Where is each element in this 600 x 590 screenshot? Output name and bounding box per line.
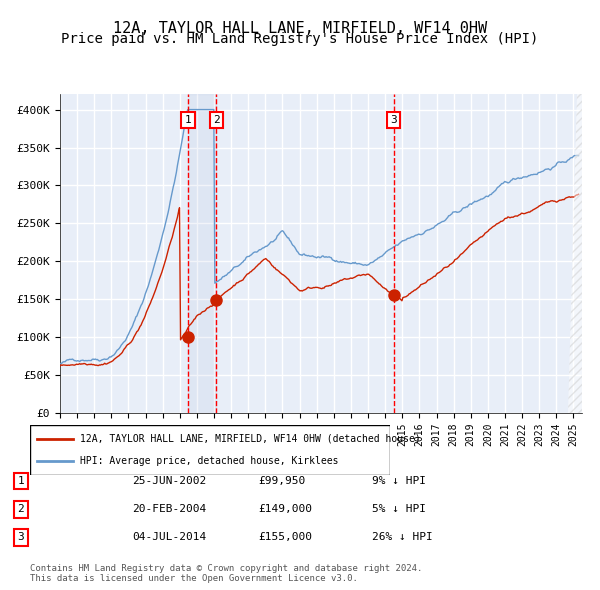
- Text: 5% ↓ HPI: 5% ↓ HPI: [372, 504, 426, 514]
- Text: Price paid vs. HM Land Registry's House Price Index (HPI): Price paid vs. HM Land Registry's House …: [61, 32, 539, 47]
- Text: HPI: Average price, detached house, Kirklees: HPI: Average price, detached house, Kirk…: [80, 456, 339, 466]
- Text: 26% ↓ HPI: 26% ↓ HPI: [372, 533, 433, 542]
- Text: Contains HM Land Registry data © Crown copyright and database right 2024.
This d: Contains HM Land Registry data © Crown c…: [30, 563, 422, 583]
- Text: 25-JUN-2002: 25-JUN-2002: [132, 476, 206, 486]
- Text: 2: 2: [213, 115, 220, 125]
- Text: £155,000: £155,000: [258, 533, 312, 542]
- Text: 12A, TAYLOR HALL LANE, MIRFIELD, WF14 0HW: 12A, TAYLOR HALL LANE, MIRFIELD, WF14 0H…: [113, 21, 487, 35]
- Text: 12A, TAYLOR HALL LANE, MIRFIELD, WF14 0HW (detached house): 12A, TAYLOR HALL LANE, MIRFIELD, WF14 0H…: [80, 434, 421, 444]
- Text: 9% ↓ HPI: 9% ↓ HPI: [372, 476, 426, 486]
- Text: 1: 1: [185, 115, 191, 125]
- Text: 1: 1: [17, 476, 25, 486]
- Text: £99,950: £99,950: [258, 476, 305, 486]
- Text: £149,000: £149,000: [258, 504, 312, 514]
- Polygon shape: [568, 94, 582, 413]
- Text: 20-FEB-2004: 20-FEB-2004: [132, 504, 206, 514]
- Text: 3: 3: [391, 115, 397, 125]
- Bar: [188, 94, 216, 413]
- FancyBboxPatch shape: [30, 425, 390, 475]
- Text: 04-JUL-2014: 04-JUL-2014: [132, 533, 206, 542]
- Text: 2: 2: [17, 504, 25, 514]
- Text: 3: 3: [17, 533, 25, 542]
